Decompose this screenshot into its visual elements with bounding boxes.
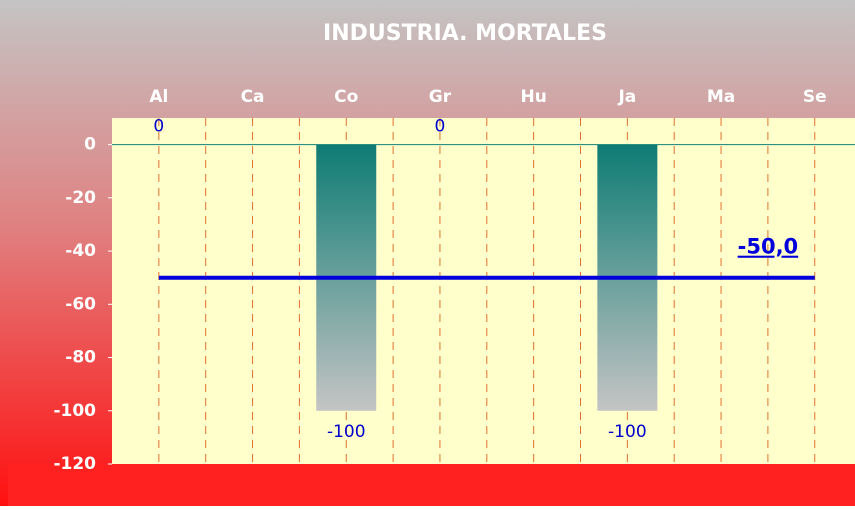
x-tick-label: Co [334, 87, 358, 107]
data-label: 0 [153, 117, 164, 137]
data-label: -100 [327, 422, 366, 442]
reference-label: -50,0 [738, 235, 799, 259]
y-tick-label: -80 [65, 348, 96, 368]
chart-title: INDUSTRIA. MORTALES [323, 21, 607, 46]
y-tick-label: -100 [53, 401, 96, 421]
x-tick-label: Se [803, 87, 827, 107]
y-tick-label: -20 [65, 188, 96, 208]
x-tick-label: Al [149, 87, 168, 107]
plot-area [112, 118, 855, 464]
x-tick-label: Ma [707, 87, 735, 107]
data-label: 0 [435, 117, 446, 137]
data-label: -100 [608, 422, 647, 442]
y-tick-label: -120 [53, 454, 96, 474]
y-tick-label: -40 [65, 241, 96, 261]
x-tick-label: Hu [520, 87, 546, 107]
y-tick-label: 0 [84, 135, 96, 155]
x-tick-label: Ca [241, 87, 265, 107]
y-tick-label: -60 [65, 294, 96, 314]
floor [8, 464, 855, 506]
x-tick-label: Ja [617, 87, 636, 107]
x-tick-label: Gr [429, 87, 452, 107]
